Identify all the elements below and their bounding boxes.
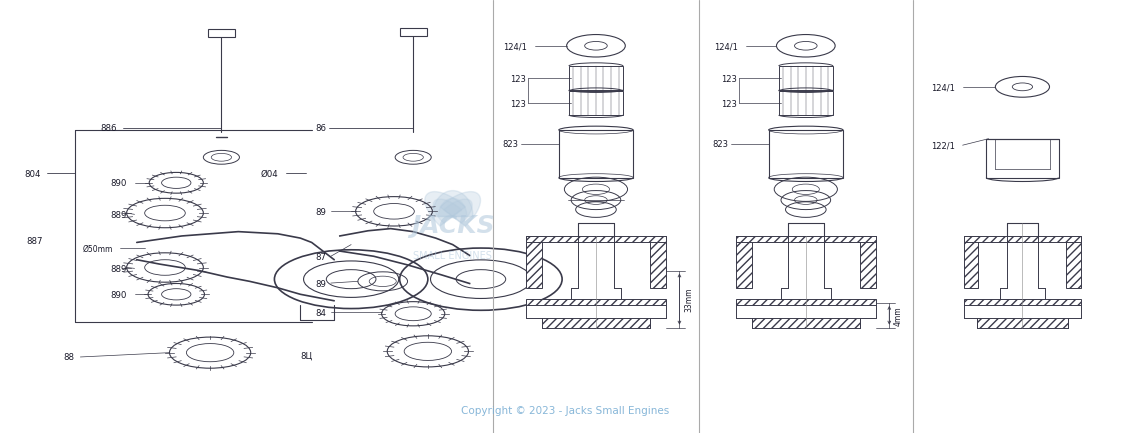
Text: 89: 89 bbox=[316, 207, 326, 216]
Bar bbox=[986, 139, 1059, 178]
Bar bbox=[559, 131, 633, 178]
Text: 886: 886 bbox=[101, 124, 118, 133]
Text: 88: 88 bbox=[63, 353, 75, 362]
Bar bbox=[964, 237, 978, 288]
Bar bbox=[650, 237, 666, 288]
Bar bbox=[526, 237, 666, 243]
Bar bbox=[779, 67, 832, 91]
Bar bbox=[736, 299, 875, 306]
Text: 889: 889 bbox=[111, 210, 127, 219]
Bar bbox=[769, 131, 843, 178]
Bar bbox=[964, 237, 1081, 242]
Bar bbox=[977, 318, 1068, 328]
Text: 123: 123 bbox=[510, 75, 526, 83]
Bar bbox=[569, 92, 623, 116]
Text: 84: 84 bbox=[316, 308, 326, 317]
Text: 887: 887 bbox=[26, 236, 43, 245]
Bar bbox=[526, 299, 666, 306]
Text: 890: 890 bbox=[111, 179, 127, 188]
Bar bbox=[779, 92, 832, 116]
Bar bbox=[964, 300, 1081, 306]
Text: 123: 123 bbox=[722, 75, 737, 83]
Text: 33mm: 33mm bbox=[684, 287, 693, 312]
Polygon shape bbox=[440, 192, 481, 227]
Polygon shape bbox=[432, 191, 473, 217]
Text: 8Ц: 8Ц bbox=[301, 351, 312, 359]
Polygon shape bbox=[425, 192, 465, 227]
Text: Ø50mm: Ø50mm bbox=[83, 244, 113, 253]
Bar bbox=[526, 237, 542, 288]
Text: 889: 889 bbox=[111, 264, 127, 273]
Text: Ø04: Ø04 bbox=[261, 169, 278, 178]
Text: 4mm: 4mm bbox=[893, 306, 903, 326]
Text: 122/1: 122/1 bbox=[931, 141, 955, 150]
Bar bbox=[736, 237, 875, 243]
Text: 86: 86 bbox=[316, 124, 326, 133]
Text: Copyright © 2023 - Jacks Small Engines: Copyright © 2023 - Jacks Small Engines bbox=[461, 405, 670, 415]
Polygon shape bbox=[443, 200, 472, 224]
Bar bbox=[399, 29, 426, 37]
Bar bbox=[1067, 237, 1081, 288]
Text: 123: 123 bbox=[510, 99, 526, 108]
Text: JACKS: JACKS bbox=[411, 214, 494, 237]
Text: 124/1: 124/1 bbox=[503, 42, 527, 51]
Text: 89: 89 bbox=[316, 279, 326, 288]
Polygon shape bbox=[433, 200, 461, 224]
Bar bbox=[736, 237, 752, 288]
Text: 87: 87 bbox=[316, 252, 326, 261]
Bar bbox=[569, 67, 623, 91]
Text: 823: 823 bbox=[713, 140, 728, 149]
Bar bbox=[860, 237, 875, 288]
Bar bbox=[752, 318, 860, 328]
Text: 124/1: 124/1 bbox=[715, 42, 739, 51]
Bar bbox=[208, 30, 235, 38]
Text: 123: 123 bbox=[722, 99, 737, 108]
Polygon shape bbox=[439, 199, 467, 217]
Text: 823: 823 bbox=[502, 140, 518, 149]
Text: 804: 804 bbox=[24, 169, 41, 178]
Text: SMALL ENGINES: SMALL ENGINES bbox=[413, 251, 492, 261]
Bar bbox=[542, 318, 650, 328]
Text: 124/1: 124/1 bbox=[931, 83, 955, 92]
Text: 890: 890 bbox=[111, 290, 127, 299]
